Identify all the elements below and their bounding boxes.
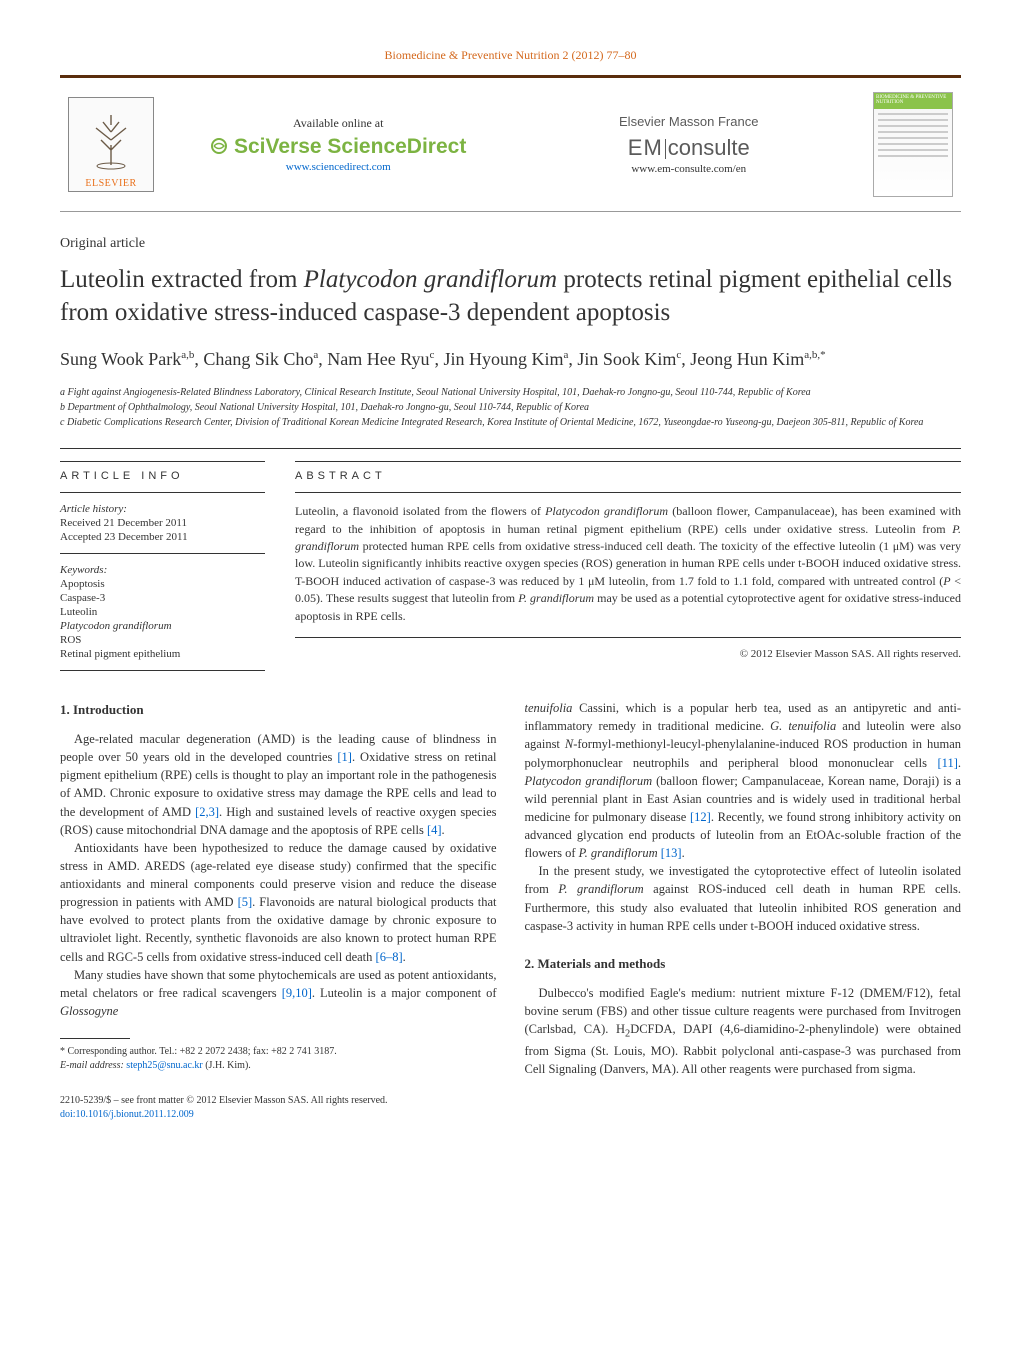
email-line: E-mail address: steph25@snu.ac.kr (J.H. …: [60, 1059, 497, 1073]
journal-header: Biomedicine & Preventive Nutrition 2 (20…: [60, 48, 961, 63]
col2-paragraph-1: tenuifolia Cassini, which is a popular h…: [525, 699, 962, 862]
emconsulte-logo: EMconsulte: [523, 135, 856, 161]
journal-cover-thumbnail: BIOMEDICINE & PREVENTIVE NUTRITION: [873, 92, 953, 197]
info-abstract-row: ARTICLE INFO Article history: Received 2…: [60, 448, 961, 671]
keyword: Apoptosis: [60, 578, 265, 590]
keywords-heading: Keywords:: [60, 564, 265, 576]
page: Biomedicine & Preventive Nutrition 2 (20…: [0, 0, 1021, 1161]
keyword: ROS: [60, 634, 265, 646]
cover-lines-decoration: [874, 109, 952, 165]
publisher-topbar: ELSEVIER Available online at SciVerse Sc…: [60, 75, 961, 212]
elsevier-logo: ELSEVIER: [68, 97, 154, 192]
abstract-heading: ABSTRACT: [295, 470, 961, 482]
intro-paragraph-1: Age-related macular degeneration (AMD) i…: [60, 730, 497, 839]
corresponding-author-footnote: * Corresponding author. Tel.: +82 2 2072…: [60, 1045, 497, 1072]
elsevier-masson-label: Elsevier Masson France: [523, 114, 856, 129]
cover-title: BIOMEDICINE & PREVENTIVE NUTRITION: [874, 93, 952, 109]
available-online-label: Available online at: [172, 116, 505, 131]
section-2-heading: 2. Materials and methods: [525, 955, 962, 974]
keyword: Platycodon grandiflorum: [60, 620, 265, 632]
column-left: 1. Introduction Age-related macular dege…: [60, 699, 497, 1121]
accepted-date: Accepted 23 December 2011: [60, 531, 265, 543]
intro-paragraph-3: Many studies have shown that some phytoc…: [60, 966, 497, 1020]
elsevier-label: ELSEVIER: [85, 178, 136, 189]
article-title: Luteolin extracted from Platycodon grand…: [60, 264, 961, 329]
keyword: Luteolin: [60, 606, 265, 618]
affiliation-a: a Fight against Angiogenesis-Related Bli…: [60, 386, 961, 400]
emconsulte-link[interactable]: www.em-consulte.com/en: [523, 163, 856, 175]
corresponding-line: * Corresponding author. Tel.: +82 2 2072…: [60, 1045, 497, 1059]
elsevier-tree-icon: [81, 110, 141, 180]
divider-icon: [665, 139, 666, 159]
intro-paragraph-2: Antioxidants have been hypothesized to r…: [60, 839, 497, 966]
abstract-text: Luteolin, a flavonoid isolated from the …: [295, 503, 961, 638]
col2-paragraph-2: In the present study, we investigated th…: [525, 862, 962, 935]
doi-link[interactable]: doi:10.1016/j.bionut.2011.12.009: [60, 1108, 497, 1122]
affiliation-b: b Department of Ophthalmology, Seoul Nat…: [60, 401, 961, 415]
article-info-heading: ARTICLE INFO: [60, 470, 265, 482]
column-right: tenuifolia Cassini, which is a popular h…: [525, 699, 962, 1121]
issn-line: 2210-5239/$ – see front matter © 2012 El…: [60, 1094, 497, 1108]
keyword: Caspase-3: [60, 592, 265, 604]
masson-block: Elsevier Masson France EMconsulte www.em…: [523, 114, 856, 175]
abstract-block: ABSTRACT Luteolin, a flavonoid isolated …: [295, 461, 961, 671]
corresponding-email[interactable]: steph25@snu.ac.kr: [126, 1060, 202, 1071]
article-info-block: ARTICLE INFO Article history: Received 2…: [60, 461, 265, 671]
affiliations: a Fight against Angiogenesis-Related Bli…: [60, 386, 961, 430]
sciencedirect-link[interactable]: www.sciencedirect.com: [172, 161, 505, 173]
sciverse-logo: SciVerse ScienceDirect: [172, 135, 505, 159]
body-columns: 1. Introduction Age-related macular dege…: [60, 699, 961, 1121]
availability-block: Available online at SciVerse ScienceDire…: [172, 116, 505, 173]
article-type: Original article: [60, 236, 961, 252]
bottom-publication-info: 2210-5239/$ – see front matter © 2012 El…: [60, 1094, 497, 1121]
abstract-copyright: © 2012 Elsevier Masson SAS. All rights r…: [295, 648, 961, 660]
affiliation-c: c Diabetic Complications Research Center…: [60, 416, 961, 430]
footnote-separator: [60, 1038, 130, 1039]
received-date: Received 21 December 2011: [60, 517, 265, 529]
methods-paragraph-1: Dulbecco's modified Eagle's medium: nutr…: [525, 984, 962, 1078]
keyword: Retinal pigment epithelium: [60, 648, 265, 660]
section-1-heading: 1. Introduction: [60, 701, 497, 720]
history-heading: Article history:: [60, 503, 265, 515]
authors: Sung Wook Parka,b, Chang Sik Choa, Nam H…: [60, 347, 961, 372]
